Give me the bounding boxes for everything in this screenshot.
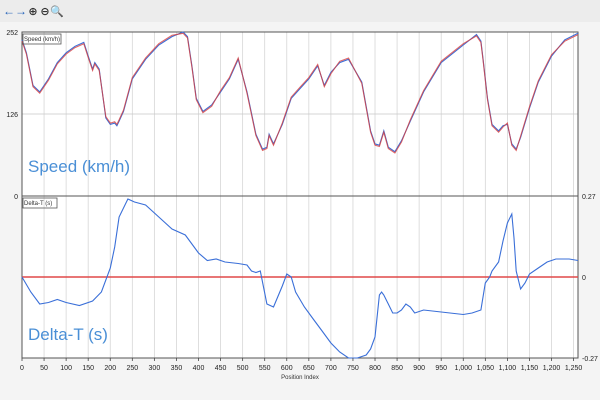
delta-series-line <box>21 198 579 359</box>
delta-big-label: Delta-T (s) <box>28 325 108 344</box>
x-tick-label: 750 <box>347 365 359 372</box>
x-tick-label: 300 <box>149 365 161 372</box>
x-tick-label: 550 <box>259 365 271 372</box>
x-tick-label: 50 <box>40 365 48 372</box>
back-arrow-icon[interactable]: ← <box>3 4 15 18</box>
speed-y-tick-label: 126 <box>6 112 18 119</box>
x-tick-label: 850 <box>391 365 403 372</box>
speed-series-red <box>21 32 579 154</box>
delta-y-tick-label: 0.27 <box>582 194 596 201</box>
x-tick-label: 1,200 <box>543 365 561 372</box>
x-tick-label: 0 <box>20 365 24 372</box>
x-tick-label: 1,150 <box>521 365 539 372</box>
x-tick-label: 900 <box>413 365 425 372</box>
x-tick-label: 400 <box>193 365 205 372</box>
x-tick-label: 700 <box>325 365 337 372</box>
delta-legend-label: Delta-T (s) <box>24 201 52 207</box>
speed-y-tick-label: 0 <box>14 194 18 201</box>
x-tick-label: 250 <box>126 365 138 372</box>
delta-legend-box <box>22 197 58 209</box>
speed-big-label: Speed (km/h) <box>28 157 130 176</box>
x-tick-label: 150 <box>82 365 94 372</box>
delta-y-tick-label: 0 <box>582 275 586 282</box>
x-tick-label: 600 <box>281 365 293 372</box>
x-tick-label: 950 <box>435 365 447 372</box>
x-tick-label: 200 <box>104 365 116 372</box>
zoom-out-icon[interactable]: ⊖ <box>40 5 50 18</box>
delta-y-tick-label: -0.27 <box>582 356 598 363</box>
x-axis-title: Position Index <box>281 375 319 381</box>
zoom-fit-icon[interactable]: 🔍 <box>50 5 64 18</box>
x-tick-label: 1,250 <box>565 365 583 372</box>
x-tick-label: 1,050 <box>477 365 495 372</box>
toolbar: ← → ⊕ ⊖ 🔍 <box>0 0 600 22</box>
x-tick-label: 800 <box>369 365 381 372</box>
x-tick-label: 650 <box>303 365 315 372</box>
x-tick-label: 100 <box>60 365 72 372</box>
speed-y-tick-label: 252 <box>6 30 18 37</box>
speed-legend-box <box>22 33 62 45</box>
x-tick-label: 1,100 <box>499 365 517 372</box>
forward-arrow-icon[interactable]: → <box>15 4 27 18</box>
x-tick-label: 1,000 <box>455 365 473 372</box>
x-tick-label: 450 <box>215 365 227 372</box>
speed-legend-label: Speed (km/h) <box>24 37 60 43</box>
chart-canvas[interactable]: 252 126 0 0.27 0 -0.27 Speed (km/h) Delta-T (s)… <box>0 22 600 400</box>
x-tick-label: 350 <box>171 365 183 372</box>
zoom-in-icon[interactable]: ⊕ <box>28 5 38 18</box>
x-tick-label: 500 <box>237 365 249 372</box>
